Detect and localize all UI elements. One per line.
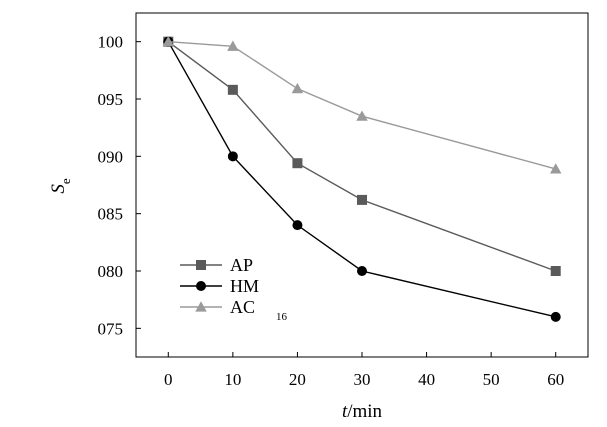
data-point [356,110,368,121]
x-axis-title: t/min [342,401,383,422]
x-axis-title-unit: /min [347,401,382,422]
data-point [227,84,238,95]
x-tick-label: 60 [547,370,564,389]
data-point [550,311,561,322]
x-tick-label: 20 [289,370,306,389]
y-tick-label: 080 [98,262,124,281]
series-line [168,40,556,170]
y-tick-label: 095 [98,90,124,109]
y-tick-label: 075 [98,319,124,338]
y-axis: 075 080 085 090 095 100 [98,33,141,338]
legend-item: AP [180,255,253,275]
y-tick-label: 085 [98,205,124,224]
y-axis-title-main: S [48,184,69,194]
svg-text:Se: Se [48,178,73,194]
legend-marker [196,281,206,291]
y-axis-title: Se [48,178,73,194]
x-axis-title-variable: t [342,401,348,422]
data-point [292,158,303,169]
x-tick-label: 30 [354,370,371,389]
x-axis: 0 10 20 30 40 50 60 [164,352,564,389]
legend-label: HM [230,276,259,296]
legend-label: AC [230,297,255,317]
x-tick-label: 0 [164,370,173,389]
legend-marker [195,301,207,312]
x-tick-label: 50 [483,370,500,389]
y-tick-label: 090 [98,147,124,166]
y-tick-label: 100 [98,33,124,52]
legend-marker [196,260,206,270]
plot-frame [135,12,589,358]
series-triangle [162,35,562,174]
x-tick-label: 10 [224,370,241,389]
data-point [227,40,239,51]
data-point [549,163,562,174]
data-point [292,220,303,231]
data-point [550,266,561,276]
series-square [163,36,561,276]
series-layer [162,35,562,322]
series-circle [163,36,561,322]
data-point [227,151,238,162]
data-point [357,194,367,205]
legend-label: AP [230,255,253,275]
legend-item: HM [180,276,259,296]
legend-item: AC 16 [180,297,288,323]
series-line [167,41,556,272]
data-point [357,266,367,276]
y-axis-title-sub: e [58,178,73,184]
legend-suffix: 16 [276,311,288,323]
data-point [162,35,175,47]
x-tick-label: 40 [418,370,435,389]
data-point [291,82,304,94]
